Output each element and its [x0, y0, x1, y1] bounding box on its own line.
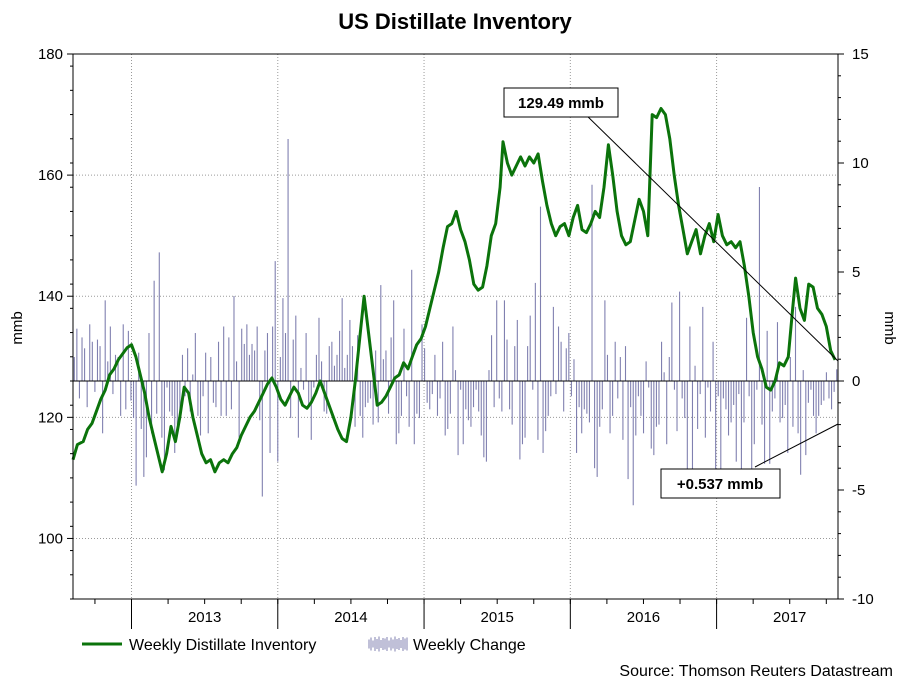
- left-tick-label: 160: [38, 167, 63, 184]
- right-tick-label: -10: [852, 591, 874, 608]
- legend-label-inventory: Weekly Distillate Inventory: [129, 637, 316, 654]
- x-tick-label: 2013: [188, 609, 221, 626]
- right-axis-title: mmb: [881, 311, 898, 344]
- right-tick-label: 5: [852, 264, 860, 281]
- callout-inventory-leader: [582, 111, 839, 362]
- source-note: Source: Thomson Reuters Datastream: [619, 663, 893, 680]
- x-axis: 2013 2014 2015 2016 2017: [94, 599, 827, 629]
- right-tick-label: 0: [852, 373, 860, 390]
- chart-title: US Distillate Inventory: [338, 9, 572, 34]
- left-tick-label: 120: [38, 409, 63, 426]
- x-tick-label: 2014: [334, 609, 367, 626]
- left-tick-label: 140: [38, 288, 63, 305]
- plot-frame: [72, 53, 839, 600]
- gridlines: [73, 54, 838, 599]
- left-axis-title: mmb: [9, 311, 26, 344]
- inventory-line-layer: [71, 107, 837, 474]
- right-tick-label: -5: [852, 482, 865, 499]
- right-axis: -10 -5 0 5 10 15: [838, 46, 874, 608]
- callout-change-box: [660, 468, 781, 499]
- callout-inventory-box: [503, 87, 619, 118]
- weekly-change-bars: [73, 139, 838, 506]
- legend-label-change: Weekly Change: [413, 637, 526, 654]
- left-tick-label: 100: [38, 530, 63, 547]
- callout-change-text: +0.537 mmb: [677, 476, 763, 493]
- left-axis: 100 120 140 160 180: [38, 46, 73, 600]
- callout-inventory-text: 129.49 mmb: [518, 95, 604, 112]
- inventory-line: [71, 107, 837, 474]
- left-tick-label: 180: [38, 46, 63, 63]
- right-tick-label: 15: [852, 46, 869, 63]
- x-tick-label: 2017: [773, 609, 806, 626]
- right-tick-label: 10: [852, 155, 869, 172]
- legend-swatch-change: [368, 636, 408, 652]
- x-tick-label: 2015: [480, 609, 513, 626]
- legend: Weekly Distillate Inventory Weekly Chang…: [82, 636, 526, 654]
- callout-change-leader: [754, 423, 839, 468]
- x-tick-label: 2016: [627, 609, 660, 626]
